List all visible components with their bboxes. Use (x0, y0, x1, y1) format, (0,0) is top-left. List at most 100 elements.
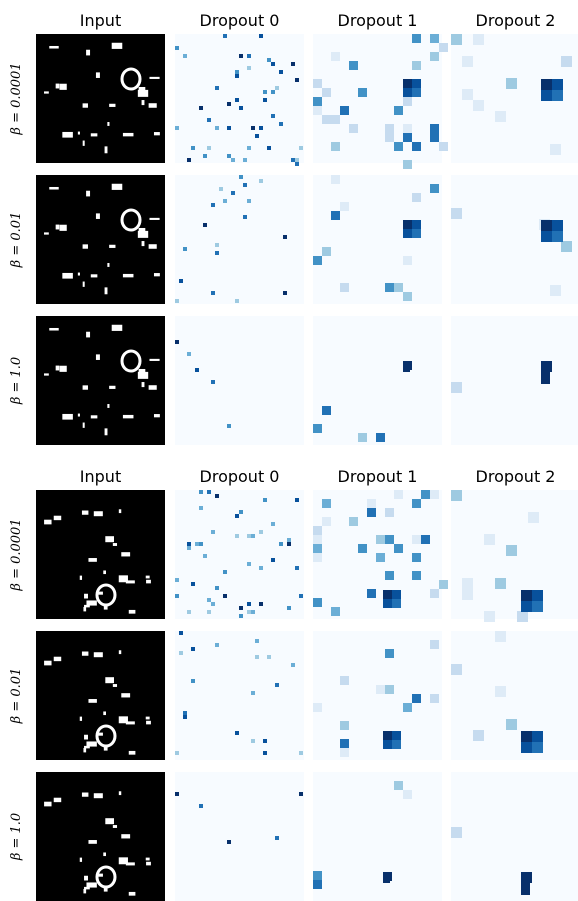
digit-stroke (128, 609, 136, 614)
digit-stroke (111, 42, 123, 49)
attention-cell (403, 220, 412, 229)
attention-cell (183, 54, 187, 58)
attention-cell (247, 54, 251, 58)
digit-stroke (86, 600, 97, 606)
attention-cell (279, 542, 283, 546)
attention-cell (175, 751, 179, 755)
attention-cell (313, 553, 322, 562)
attention-cell (211, 530, 215, 534)
attention-cell (227, 126, 231, 130)
attention-cell (430, 640, 439, 649)
attention-cell (349, 124, 358, 133)
digit-stroke (53, 515, 62, 521)
attention-cell (179, 651, 183, 655)
attention-cell (412, 61, 421, 70)
attention-cell (231, 191, 235, 195)
attention-cell (235, 514, 239, 518)
attention-cell (183, 715, 187, 719)
attention-cell (175, 46, 179, 50)
digit-stroke (62, 272, 73, 279)
digit-stroke (86, 882, 97, 888)
digit-stroke (145, 716, 150, 720)
attention-cell (541, 231, 552, 242)
attention-cell (385, 508, 394, 517)
attention-map (451, 316, 578, 445)
attention-cell (340, 721, 349, 730)
attention-cell (331, 607, 340, 616)
attention-map (175, 490, 304, 619)
attention-cell (223, 594, 227, 598)
digit-stroke (105, 677, 115, 684)
attention-cell (473, 730, 484, 741)
attention-cell (313, 703, 322, 712)
attention-cell (227, 424, 231, 428)
row-label: β = 0.0001 (9, 62, 24, 135)
digit-stroke (141, 241, 145, 247)
image-background (36, 316, 165, 445)
attention-cell (247, 534, 251, 538)
attention-cell (403, 97, 412, 106)
attention-cell (295, 566, 299, 570)
attention-cell (203, 223, 207, 227)
digit-stroke (146, 861, 151, 866)
attention-cell (383, 590, 392, 599)
attention-cell (279, 70, 283, 74)
attention-cell (271, 114, 275, 118)
attention-cell (195, 542, 199, 546)
attention-cell (412, 229, 421, 238)
attention-cell (412, 535, 421, 544)
digit-stroke (107, 122, 110, 126)
attention-cell (412, 220, 421, 229)
attention-cell (215, 126, 219, 130)
attention-cell (403, 703, 412, 712)
attention-cell (199, 106, 203, 110)
digit-stroke (137, 89, 149, 97)
attention-cell (412, 79, 421, 88)
attention-cell (376, 553, 385, 562)
attention-cell (203, 554, 207, 558)
attention-cell (295, 498, 299, 502)
attention-cell (255, 134, 259, 138)
map-background (451, 631, 578, 760)
attention-cell (430, 52, 439, 61)
attention-cell (383, 740, 392, 749)
attention-cell (263, 498, 267, 502)
attention-cell (340, 106, 349, 115)
attention-cell (207, 146, 211, 150)
attention-cell (394, 142, 403, 151)
row-label: β = 1.0 (9, 813, 24, 861)
attention-cell (239, 54, 243, 58)
attention-cell (295, 158, 299, 162)
attention-cell (322, 247, 331, 256)
attention-cell (299, 792, 303, 796)
digit-stroke (44, 373, 49, 376)
digit-stroke (84, 875, 88, 881)
attention-cell (367, 589, 376, 598)
attention-cell (383, 731, 392, 740)
digit-stroke (53, 797, 62, 803)
attention-cell (263, 739, 267, 743)
digit-stroke (95, 213, 100, 219)
attention-cell (451, 827, 462, 838)
digit-stroke (83, 747, 87, 753)
attention-cell (412, 193, 421, 202)
digit-stroke (49, 186, 59, 190)
digit-stroke (137, 371, 149, 379)
digit-stroke (148, 244, 157, 249)
map-background (175, 490, 304, 619)
digit-stroke (79, 857, 83, 862)
attention-cell (552, 90, 563, 101)
attention-cell (275, 683, 279, 687)
digit-stroke (82, 422, 85, 428)
map-background (313, 772, 442, 901)
attention-cell (235, 74, 239, 78)
digit-stroke (95, 72, 100, 78)
digit-stroke (146, 579, 151, 584)
attention-cell (299, 751, 303, 755)
attention-cell (473, 100, 484, 111)
attention-cell (291, 62, 295, 66)
attention-cell (313, 535, 322, 544)
attention-cell (211, 602, 215, 606)
attention-cell (394, 781, 403, 790)
attention-cell (175, 594, 179, 598)
